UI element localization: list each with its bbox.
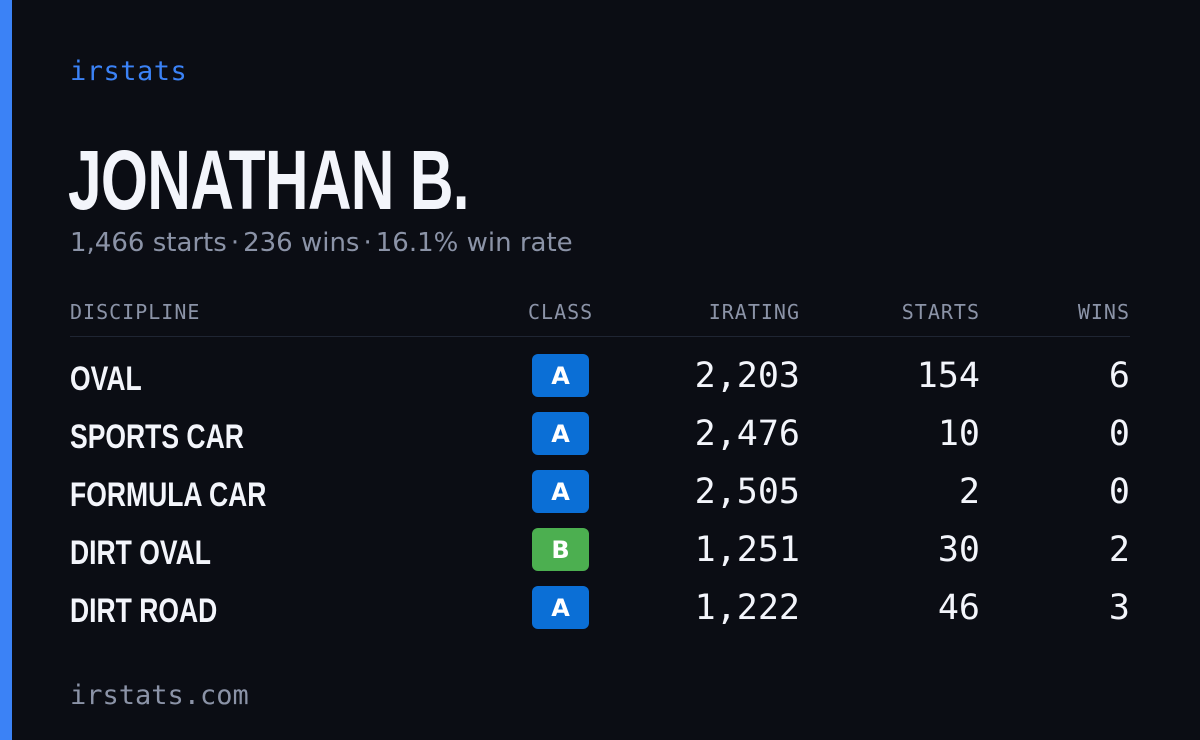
accent-bar	[0, 0, 12, 740]
class-badge: A	[532, 412, 589, 455]
wins-summary: 236 wins	[243, 228, 360, 258]
irating-value: 1,251	[694, 530, 800, 570]
starts-value: 10	[937, 414, 980, 454]
wins-value: 6	[1108, 356, 1130, 396]
starts-value: 154	[916, 356, 980, 396]
class-badge: A	[532, 354, 589, 397]
table-row: FORMULA CAR A 2,505 2 0	[70, 470, 1130, 528]
irating-value: 1,222	[694, 588, 800, 628]
driver-name: JONATHAN B.	[68, 133, 470, 227]
irating-value: 2,203	[694, 356, 800, 396]
table-row: OVAL A 2,203 154 6	[70, 354, 1130, 412]
separator-dot: ·	[363, 228, 372, 258]
header-class: CLASS	[528, 300, 594, 324]
irating-value: 2,476	[694, 414, 800, 454]
starts-value: 2	[958, 472, 980, 512]
discipline-name: FORMULA CAR	[70, 476, 267, 514]
separator-dot: ·	[230, 228, 240, 258]
wins-value: 0	[1108, 472, 1130, 512]
driver-summary: 1,466 starts · 236 wins · 16.1% win rate	[70, 228, 573, 258]
wins-value: 3	[1108, 588, 1130, 628]
irating-value: 2,505	[694, 472, 800, 512]
starts-value: 30	[937, 530, 980, 570]
discipline-name: OVAL	[70, 360, 142, 398]
starts-value: 46	[937, 588, 980, 628]
class-badge: B	[532, 528, 589, 571]
class-badge: A	[532, 586, 589, 629]
table-row: DIRT OVAL B 1,251 30 2	[70, 528, 1130, 586]
discipline-name: DIRT ROAD	[70, 592, 218, 630]
discipline-name: SPORTS CAR	[70, 418, 244, 456]
footer-url: irstats.com	[70, 680, 249, 711]
discipline-name: DIRT OVAL	[70, 534, 211, 572]
table-row: SPORTS CAR A 2,476 10 0	[70, 412, 1130, 470]
starts-summary: 1,466 starts	[70, 228, 227, 258]
table-row: DIRT ROAD A 1,222 46 3	[70, 586, 1130, 644]
table-header: DISCIPLINE CLASS IRATING STARTS WINS	[70, 300, 1130, 337]
wins-value: 2	[1108, 530, 1130, 570]
class-badge: A	[532, 470, 589, 513]
brand-logo-text: irstats	[70, 56, 188, 87]
wins-value: 0	[1108, 414, 1130, 454]
header-wins: WINS	[1077, 300, 1130, 324]
header-irating: IRATING	[708, 300, 800, 324]
header-starts: STARTS	[901, 300, 980, 324]
win-rate-summary: 16.1% win rate	[375, 228, 573, 258]
header-discipline: DISCIPLINE	[70, 300, 201, 324]
